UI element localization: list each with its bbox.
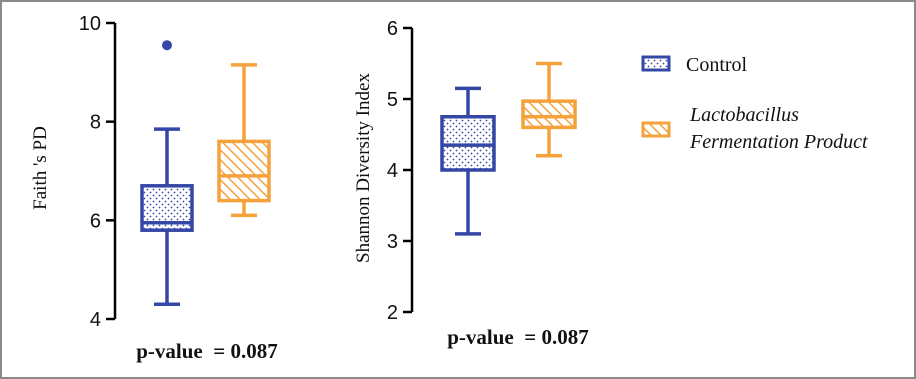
legend-swatch-control [641, 55, 671, 72]
box-iqr [217, 139, 271, 203]
panel-shannon: Shannon Diversity Index 2 3 4 5 6 p-value = … [353, 18, 589, 349]
legend: Control Lactobacillus Fermentation Produ… [641, 54, 868, 153]
legend-label-lacto-line2: Fermentation Product [689, 131, 868, 153]
panel-faith-pd: Faith 's PD 4 6 8 10 p-value = 0.087 [30, 13, 278, 363]
legend-label-lacto-line1: Lactobacillus [689, 104, 799, 126]
y-tick-label: 6 [90, 210, 101, 232]
y-tick-label: 5 [387, 89, 398, 111]
box-iqr [440, 115, 496, 172]
p-value-shannon: p-value = 0.087 [447, 325, 588, 349]
y-axis-label-faith: Faith 's PD [30, 126, 51, 210]
legend-swatch-lacto [641, 121, 671, 138]
y-tick-label: 4 [90, 309, 101, 331]
y-tick-label: 6 [387, 18, 398, 40]
y-axis-label-shannon: Shannon Diversity Index [353, 73, 374, 263]
y-tick-label: 3 [387, 231, 398, 253]
outlier-point [162, 40, 172, 51]
y-tick-label: 10 [79, 13, 101, 35]
y-tick-label: 8 [90, 112, 101, 134]
y-tick-label: 4 [387, 160, 398, 182]
p-value-faith: p-value = 0.087 [136, 339, 277, 363]
box-iqr [521, 99, 577, 130]
legend-label-control: Control [686, 54, 748, 76]
y-tick-label: 2 [387, 302, 398, 324]
